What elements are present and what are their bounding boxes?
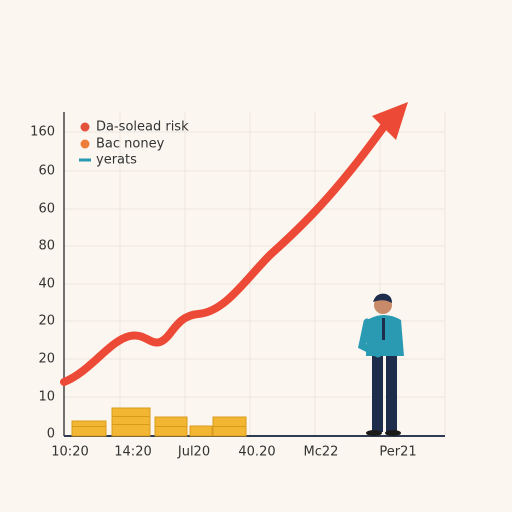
trend-arrow [60,121,389,386]
arrow-head [372,102,408,140]
x-tick-label: Jul20 [177,445,210,460]
y-tick-label: 10 [38,390,55,405]
x-tick-labels: 10:20 14:20 Jul20 40.20 Mc22 Per21 [51,445,416,460]
legend-marker [80,139,90,149]
person [358,293,404,436]
y-tick-label: 160 [30,125,55,140]
legend: Da-solead risk Bac noney yerats [79,120,189,168]
y-tick-label: 40 [38,277,55,292]
legend-marker [80,122,90,132]
legend-label: yerats [96,153,137,168]
x-tick-label: 10:20 [51,445,88,460]
coins [71,407,247,437]
y-tick-label: 60 [38,202,55,217]
x-tick-label: Mc22 [304,445,339,460]
y-tick-label: 20 [38,352,55,367]
y-tick-label: 20 [38,314,55,329]
x-tick-label: Per21 [379,445,416,460]
y-tick-label: 0 [47,427,55,442]
y-tick-labels: 160 60 60 80 40 20 20 10 0 [30,125,55,442]
y-tick-label: 60 [38,164,55,179]
x-tick-label: 40.20 [238,445,275,460]
legend-label: Bac noney [96,137,165,152]
x-tick-label: 14:20 [114,445,151,460]
y-tick-label: 80 [38,239,55,254]
legend-label: Da-solead risk [96,120,189,135]
